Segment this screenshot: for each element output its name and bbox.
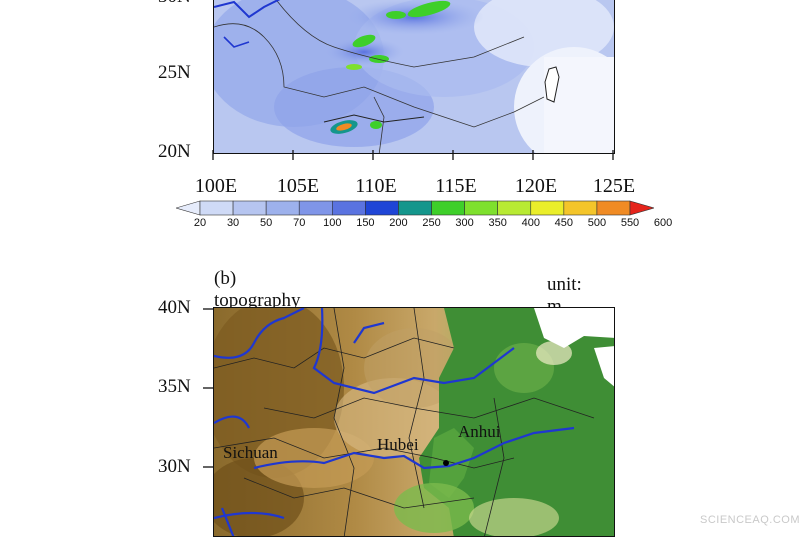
lat-label-20n: 20N xyxy=(158,141,191,162)
lon-label-110e: 110E xyxy=(355,175,397,197)
lon-label-100e: 100E xyxy=(194,175,238,197)
colorbar-box xyxy=(365,200,399,216)
colorbar-box xyxy=(431,200,465,216)
lat-label-30n: 30N xyxy=(158,456,191,477)
colorbar-box xyxy=(596,200,631,216)
colorbar-tick-label: 70 xyxy=(293,217,306,229)
region-label-anhui: Anhui xyxy=(458,422,501,441)
lat-label-25n: 25N xyxy=(158,62,191,83)
lat-axis-ticks xyxy=(203,308,213,468)
precipitation-map-frame xyxy=(213,0,615,154)
colorbar-tick-label: 150 xyxy=(356,217,375,229)
colorbar-box xyxy=(199,200,234,216)
lon-axis-ticks xyxy=(212,150,614,160)
colorbar-tick-label: 30 xyxy=(226,217,240,229)
colorbar-box xyxy=(298,200,333,216)
colorbar-tick-label: 20 xyxy=(193,217,207,229)
lat-label-40n: 40N xyxy=(158,297,191,318)
colorbar-arrow-left xyxy=(176,200,201,216)
colorbar-tick-label: 300 xyxy=(455,217,474,229)
panel-b-title: (b) topography xyxy=(214,268,301,311)
topography-field xyxy=(214,308,614,536)
colorbar-tick-label: 100 xyxy=(323,217,342,229)
colorbar-tick-label: 450 xyxy=(554,217,574,229)
lon-label-120e: 120E xyxy=(514,175,558,197)
region-label-sichuan: Sichuan xyxy=(223,443,278,462)
colorbar-tick-label: 250 xyxy=(422,217,441,229)
colorbar-box xyxy=(530,200,565,216)
colorbar-box xyxy=(332,200,366,216)
precipitation-field xyxy=(214,0,614,153)
colorbar-box xyxy=(497,200,532,216)
colorbar-box xyxy=(265,200,300,216)
colorbar-tick-label: 50 xyxy=(260,217,273,229)
colorbar-box xyxy=(398,200,432,216)
colorbar-tick-label: 200 xyxy=(389,217,408,229)
colorbar-tick-label: 500 xyxy=(587,217,607,229)
lon-label-125e: 125E xyxy=(592,175,636,197)
topography-map-frame xyxy=(213,307,615,537)
colorbar-tick-label: 350 xyxy=(488,217,507,229)
colorbar-box xyxy=(464,200,498,216)
region-label-hubei: Hubei xyxy=(377,435,419,454)
colorbar-box xyxy=(232,200,267,216)
colorbar-arrow-right xyxy=(629,200,654,216)
colorbar-tick-label: 400 xyxy=(521,217,540,229)
lon-label-105e: 105E xyxy=(276,175,320,197)
colorbar-tick-label: 600 xyxy=(653,217,673,229)
lat-label-35n: 35N xyxy=(158,376,191,397)
lon-label-115e: 115E xyxy=(435,175,477,197)
watermark: SCIENCEAQ.COM xyxy=(700,514,800,526)
colorbar-box xyxy=(563,200,598,216)
colorbar-tick-label: 550 xyxy=(620,217,640,229)
lat-label-30n-cut: 30N xyxy=(158,0,191,8)
precipitation-colorbar xyxy=(176,200,654,216)
